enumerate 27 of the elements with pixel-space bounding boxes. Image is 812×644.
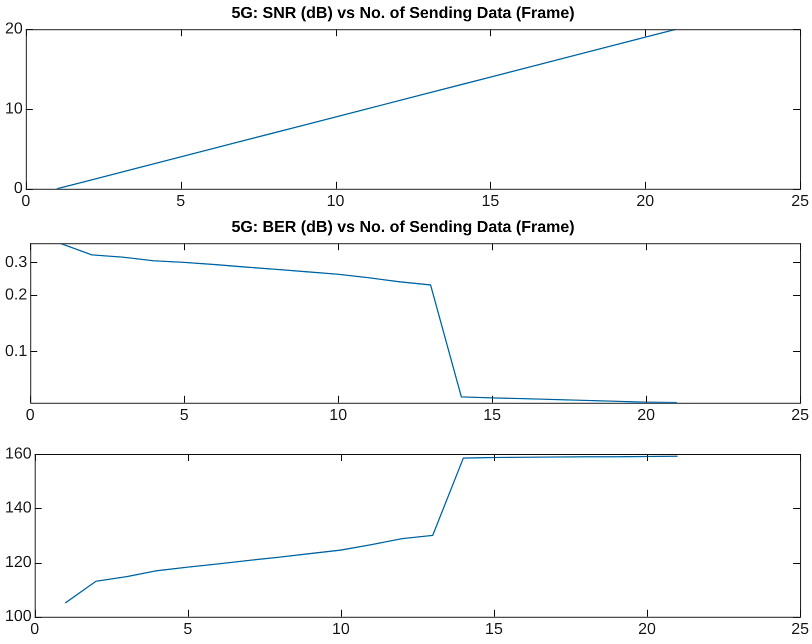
chart-title: 5G: BER (dB) vs No. of Sending Data (Frame): [231, 219, 575, 236]
x-tick-label: 20: [638, 620, 656, 638]
y-tick-label: 100: [4, 608, 32, 626]
y-tick-label: 10: [5, 100, 23, 118]
y-tick-label: 0: [14, 180, 23, 198]
x-tick-label: 15: [485, 620, 503, 638]
x-tick-label: 25: [791, 620, 810, 638]
chart-title: 5G: SNR (dB) vs No. of Sending Data (Frame): [231, 5, 575, 22]
x-tick-label: 5: [180, 406, 189, 424]
y-tick-label: 20: [5, 20, 23, 38]
x-tick-label: 5: [176, 192, 186, 210]
y-tick-label: 0.1: [4, 342, 28, 360]
x-tick-label: 15: [483, 406, 502, 424]
x-tick-label: 10: [332, 620, 350, 638]
y-tick-label: 120: [4, 554, 32, 571]
x-tick-label: 5: [183, 620, 192, 638]
x-tick-label: 15: [481, 192, 500, 210]
y-tick-label: 0.2: [4, 286, 28, 304]
y-tick-label: 140: [4, 500, 32, 517]
y-tick-label: 0.3: [4, 254, 28, 271]
x-tick-label: 25: [791, 406, 810, 424]
x-tick-label: 20: [637, 406, 656, 424]
x-tick-label: 25: [791, 192, 810, 210]
x-tick-label: 10: [326, 192, 345, 210]
x-tick-label: 20: [636, 192, 654, 210]
y-tick-label: 160: [4, 445, 32, 462]
x-tick-label: 10: [329, 406, 348, 424]
